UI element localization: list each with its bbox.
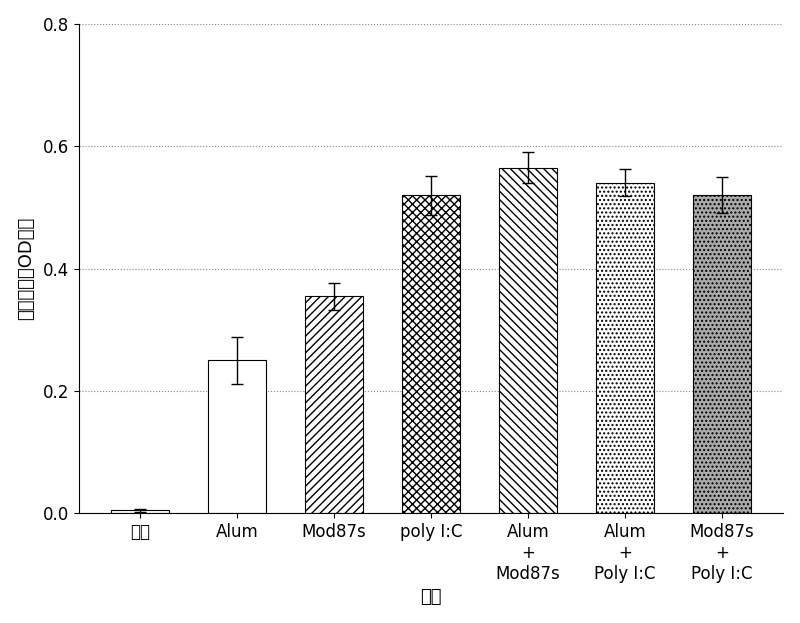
Bar — [305, 296, 363, 513]
Bar — [596, 183, 654, 513]
X-axis label: 佐剂: 佐剂 — [421, 588, 442, 606]
Bar — [208, 360, 266, 513]
Y-axis label: 抗体效价（OD値）: 抗体效价（OD値） — [17, 217, 34, 320]
Bar — [499, 168, 558, 513]
Bar — [693, 195, 751, 513]
Bar — [111, 510, 170, 513]
Bar — [402, 195, 460, 513]
